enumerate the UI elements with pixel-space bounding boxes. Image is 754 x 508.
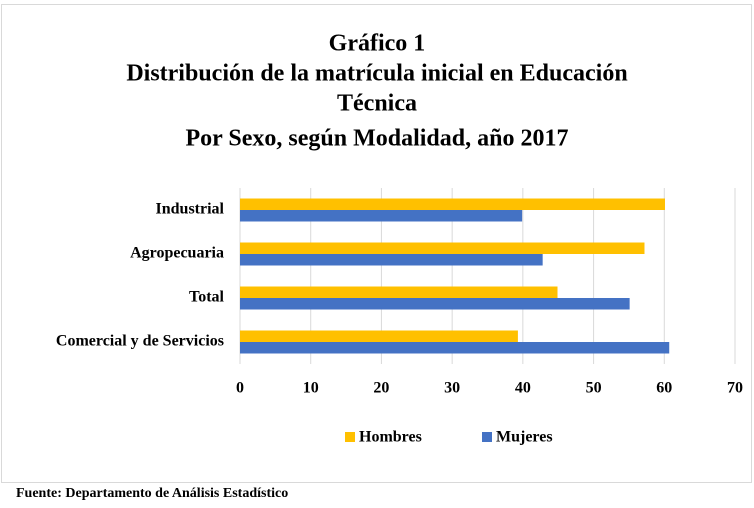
- x-tick-label: 50: [586, 380, 602, 397]
- x-tick-label: 40: [515, 380, 531, 397]
- x-tick-label: 0: [236, 380, 244, 397]
- bar: [240, 286, 558, 298]
- chart-title: Distribución de la matrícula inicial en …: [126, 61, 627, 87]
- chart-title: Gráfico 1: [329, 31, 426, 57]
- legend-label: Hombres: [359, 429, 422, 446]
- legend-swatch: [482, 432, 492, 442]
- bar: [240, 210, 523, 222]
- x-tick-label: 20: [373, 380, 389, 397]
- source-note: Fuente: Departamento de Análisis Estadís…: [16, 486, 288, 501]
- legend-label: Mujeres: [496, 429, 553, 446]
- y-tick-label: Agropecuaria: [130, 245, 224, 262]
- x-tick-label: 10: [303, 380, 319, 397]
- bar: [240, 342, 670, 354]
- chart-title: Técnica: [337, 91, 417, 117]
- legend-swatch: [345, 432, 355, 442]
- y-tick-label: Comercial y de Servicios: [56, 333, 224, 350]
- y-tick-label: Total: [189, 289, 225, 306]
- bar: [240, 298, 630, 310]
- bar: [240, 242, 645, 254]
- x-tick-label: 70: [727, 380, 743, 397]
- x-tick-label: 30: [444, 380, 460, 397]
- bar: [240, 198, 665, 210]
- x-tick-label: 60: [656, 380, 672, 397]
- y-tick-label: Industrial: [156, 201, 225, 218]
- chart-title: Por Sexo, según Modalidad, año 2017: [186, 126, 569, 152]
- bar: [240, 330, 518, 342]
- bar: [240, 254, 543, 266]
